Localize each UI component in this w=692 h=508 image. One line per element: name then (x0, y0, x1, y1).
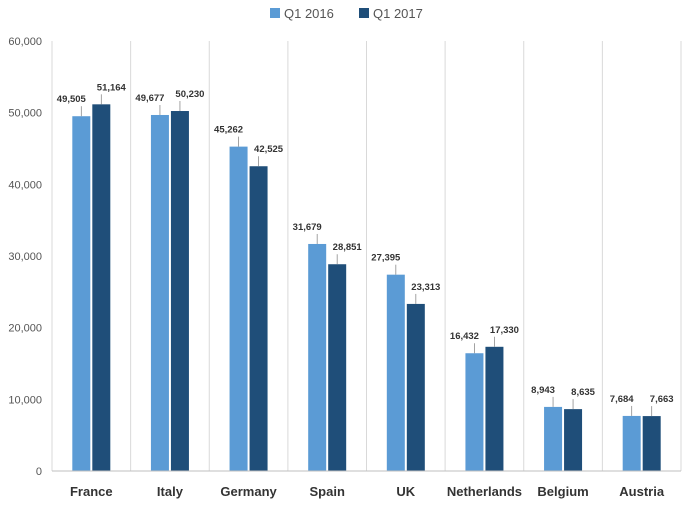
data-label: 16,432 (450, 331, 479, 342)
data-labels: 49,505 51,164 49,677 50,230 45,262 42,525 31,6… (57, 82, 674, 405)
bar-series (72, 104, 661, 472)
y-axis: 0 10,000 20,000 30,000 40,000 50,000 60,000 (8, 36, 42, 478)
data-label: 23,313 (411, 282, 440, 293)
data-label: 27,395 (371, 253, 401, 264)
data-label: 50,230 (175, 89, 204, 100)
y-tick-label: 10,000 (8, 394, 42, 406)
bar-italy-1 (170, 111, 189, 471)
data-label: 51,164 (97, 82, 127, 93)
bar-austria-0 (622, 415, 641, 471)
x-tick-label: UK (396, 484, 415, 499)
legend-label-0: Q1 2016 (284, 6, 334, 21)
data-label: 49,505 (57, 94, 87, 105)
legend-swatch-1 (359, 8, 369, 18)
x-tick-label: Spain (309, 484, 344, 499)
y-tick-label: 30,000 (8, 251, 42, 263)
x-tick-label: France (70, 484, 113, 499)
chart-legend: Q1 2016 Q1 2017 (270, 6, 423, 21)
bar-spain-0 (308, 243, 327, 471)
data-label: 45,262 (214, 125, 243, 136)
bar-germany-0 (229, 146, 248, 472)
data-label: 7,684 (610, 394, 634, 405)
category-separators (51, 41, 682, 471)
legend-label-1: Q1 2017 (373, 6, 423, 21)
x-tick-label: Belgium (537, 484, 588, 499)
y-tick-label: 50,000 (8, 108, 42, 120)
bar-uk-0 (386, 274, 405, 471)
legend-swatch-0 (270, 8, 280, 18)
bar-belgium-1 (564, 409, 583, 471)
y-tick-label: 60,000 (8, 36, 42, 48)
bar-uk-1 (406, 303, 425, 471)
data-label: 7,663 (650, 394, 674, 405)
data-label: 17,330 (490, 325, 519, 336)
data-label: 8,943 (531, 385, 555, 396)
bar-austria-1 (642, 416, 661, 471)
data-label: 31,679 (293, 222, 322, 233)
bar-belgium-0 (544, 406, 563, 471)
x-tick-label: Italy (157, 484, 184, 499)
x-tick-label: Germany (220, 484, 277, 499)
y-tick-label: 40,000 (8, 179, 42, 191)
bar-spain-1 (328, 264, 347, 471)
data-label: 49,677 (135, 93, 164, 104)
y-tick-label: 0 (36, 466, 42, 478)
bar-netherlands-0 (465, 353, 484, 471)
bar-italy-0 (150, 114, 169, 471)
data-label-leaders (80, 94, 653, 417)
data-label: 42,525 (254, 144, 284, 155)
bar-france-0 (72, 116, 91, 471)
data-label: 8,635 (571, 387, 595, 398)
bar-france-1 (92, 104, 111, 471)
bar-netherlands-1 (485, 346, 504, 471)
x-tick-label: Netherlands (447, 484, 522, 499)
data-label: 28,851 (333, 242, 363, 253)
y-tick-label: 20,000 (8, 323, 42, 335)
x-tick-label: Austria (619, 484, 665, 499)
bar-germany-1 (249, 166, 268, 472)
x-axis: France Italy Germany Spain UK Netherlands Belg… (52, 470, 681, 499)
